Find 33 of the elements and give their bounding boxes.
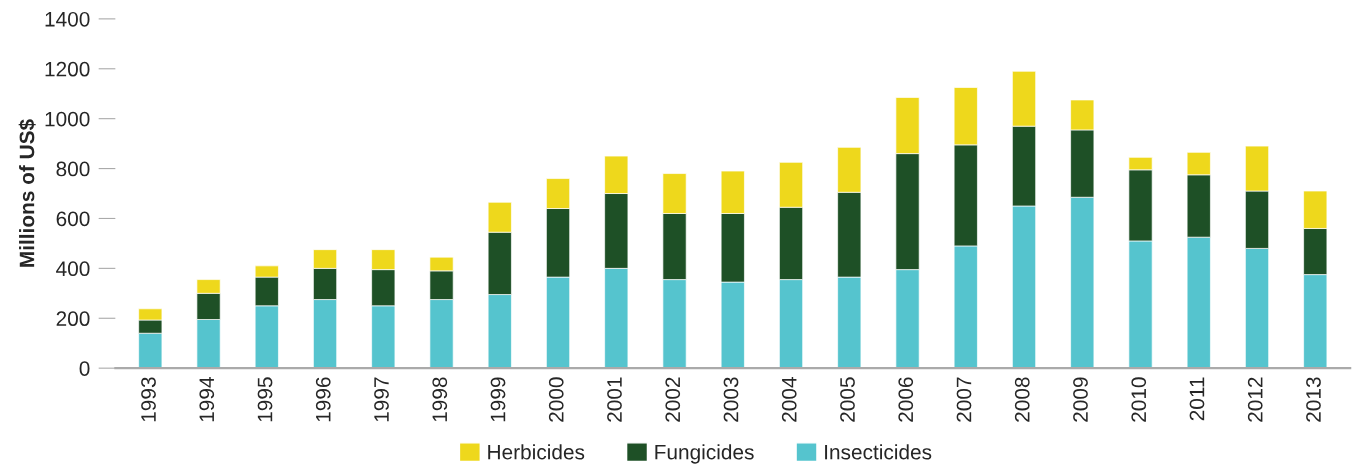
x-tick-label: 2013 [1306, 377, 1321, 422]
x-tick-label: 2003 [723, 377, 739, 422]
y-tick-label: 400 [56, 261, 90, 277]
y-tick-label: 800 [56, 161, 90, 177]
y-tick-label: 200 [56, 311, 90, 327]
x-tick-label: 2000 [548, 377, 564, 422]
x-tick-label: 2004 [781, 377, 797, 422]
x-tick-label: 1998 [432, 377, 448, 422]
x-tick-label: 1997 [374, 377, 389, 422]
y-tick-label: 1200 [45, 61, 90, 77]
legend-label: Herbicides [488, 444, 585, 460]
x-tick-label: 2011 [1189, 377, 1205, 421]
y-tick-label: 1000 [45, 111, 90, 127]
y-axis-title: Millions of US$ [18, 119, 36, 267]
x-tick-label: 2008 [1014, 377, 1030, 422]
x-tick-label: 1996 [315, 377, 331, 422]
x-tick-label: 1995 [257, 377, 273, 422]
x-tick-label: 2001 [607, 377, 622, 422]
x-tick-label: 1993 [141, 377, 156, 422]
x-tick-label: 2005 [840, 377, 855, 422]
legend-label: Insecticides [825, 444, 932, 460]
x-tick-label: 2002 [665, 377, 681, 422]
x-tick-label: 2006 [898, 377, 914, 422]
x-tick-label: 2010 [1131, 377, 1147, 422]
x-tick-label: 2007 [956, 377, 972, 422]
x-tick-label: 2009 [1073, 377, 1088, 422]
legend-label: Fungicides [655, 444, 754, 464]
x-tick-label: 1994 [199, 377, 215, 422]
x-tick-label: 2012 [1247, 377, 1263, 422]
x-tick-label: 1999 [490, 377, 506, 422]
y-tick-label: 1400 [45, 11, 90, 27]
y-tick-label: 600 [56, 211, 90, 227]
y-tick-label: 0 [79, 361, 90, 376]
